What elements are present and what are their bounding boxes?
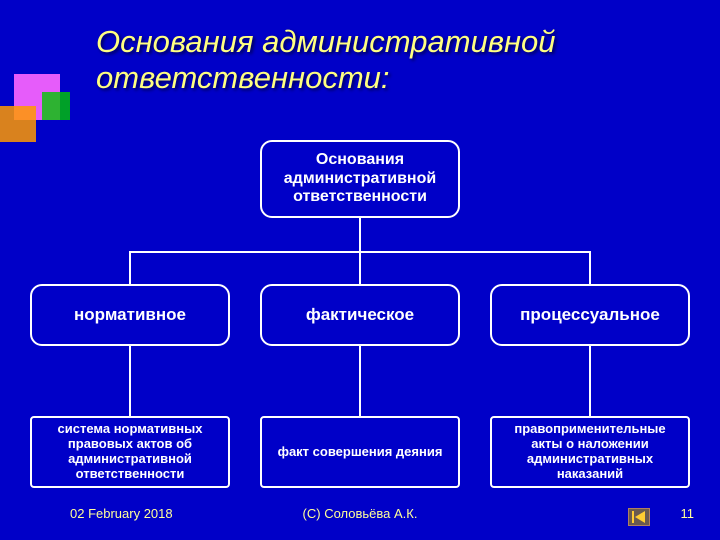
node-root: Основания административной ответственнос… (260, 140, 460, 218)
connector (359, 218, 361, 251)
connector (359, 346, 361, 416)
node-leaf-factual: факт совершения деяния (260, 416, 460, 488)
footer-credit: (С) Соловьёва А.К. (0, 506, 720, 521)
connector (589, 251, 591, 284)
footer-page-number: 11 (681, 506, 695, 521)
node-factual: фактическое (260, 284, 460, 346)
org-chart: Основания административной ответственнос… (0, 140, 720, 480)
connector (359, 251, 361, 284)
node-procedural: процессуальное (490, 284, 690, 346)
connector (129, 346, 131, 416)
node-leaf-normative: система нормативных правовых актов об ад… (30, 416, 230, 488)
connector (589, 346, 591, 416)
rewind-icon (632, 511, 646, 523)
node-normative: нормативное (30, 284, 230, 346)
prev-slide-button[interactable] (628, 508, 650, 526)
slide-title: Основания административной ответственнос… (96, 24, 720, 95)
connector (129, 251, 131, 284)
slide-footer: 02 February 2018 (С) Соловьёва А.К. 11 (0, 506, 720, 528)
node-leaf-procedural: правоприменительные акты о наложении адм… (490, 416, 690, 488)
accent-square-3 (0, 106, 36, 142)
accent-squares (0, 74, 74, 144)
accent-square-2 (42, 92, 70, 120)
